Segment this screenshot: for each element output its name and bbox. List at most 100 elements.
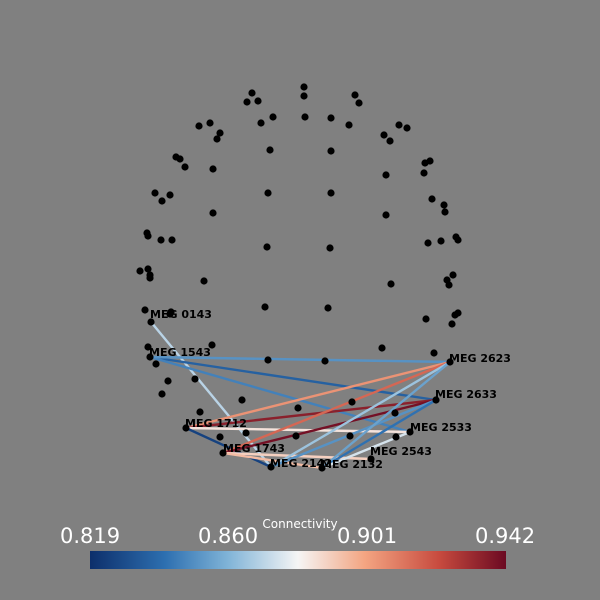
sensor-dot [430, 349, 438, 357]
colorbar-title: Connectivity [262, 517, 338, 531]
sensor-dot [208, 341, 216, 349]
sensor-dot [391, 409, 399, 417]
sensor-dot-labeled [446, 358, 454, 366]
connection-line [270, 398, 437, 469]
sensor-dot [395, 121, 403, 129]
sensor-dot [300, 83, 308, 91]
sensor-dot [181, 163, 189, 171]
sensor-dot [242, 429, 250, 437]
sensor-dot [164, 377, 172, 385]
sensor-dot [380, 131, 388, 139]
sensor-dot [355, 99, 363, 107]
label-meg-2543: MEG 2543 [370, 445, 432, 458]
sensor-dot [209, 165, 217, 173]
sensor-dot [424, 239, 432, 247]
sensor-dot [345, 121, 353, 129]
connection-line [185, 426, 272, 469]
sensor-dot [324, 304, 332, 312]
sensor-dot [445, 281, 453, 289]
sensor-dot-labeled [219, 449, 227, 457]
sensor-dot-labeled [432, 396, 440, 404]
sensor-dot [382, 211, 390, 219]
colorbar-tick-1: 0.819 [60, 524, 121, 548]
sensor-dot [326, 244, 334, 252]
connection-line [185, 398, 437, 430]
sensor-dot [216, 129, 224, 137]
connection-line [149, 355, 451, 364]
sensor-dot [422, 315, 430, 323]
colorbar-tick-4: 0.942 [475, 524, 536, 548]
sensor-dot-labeled [406, 428, 414, 436]
sensor-dot [254, 97, 262, 105]
sensor-dot [200, 277, 208, 285]
sensor-dot [158, 390, 166, 398]
sensor-dot [449, 271, 457, 279]
sensor-dot [248, 89, 256, 97]
colorbar-tick-3: 0.901 [337, 524, 398, 548]
sensor-dots [136, 83, 462, 472]
sensor-dot [382, 171, 390, 179]
label-meg-1543: MEG 1543 [149, 346, 211, 359]
sensor-dot [191, 375, 199, 383]
connection-line [222, 360, 451, 455]
colorbar-tick-2: 0.860 [198, 524, 259, 548]
sensor-dot [264, 189, 272, 197]
sensor-dot [196, 408, 204, 416]
sensor-dot [213, 135, 221, 143]
sensor-dot [263, 243, 271, 251]
sensor-dot [157, 236, 165, 244]
sensor-dot [269, 113, 277, 121]
sensor-dot [440, 201, 448, 209]
sensor-dot [152, 360, 160, 368]
sensor-dot [386, 137, 394, 145]
sensor-dot [301, 113, 309, 121]
sensor-dot [351, 91, 359, 99]
sensor-dot [454, 236, 462, 244]
sensor-dot-labeled [147, 318, 155, 326]
sensor-dot [261, 303, 269, 311]
connection-line [222, 398, 437, 455]
colorbar [90, 551, 506, 569]
sensor-dot [448, 320, 456, 328]
sensor-dot [195, 122, 203, 130]
sensor-dot [216, 433, 224, 441]
sensor-dot [136, 267, 144, 275]
label-meg-2132: MEG 2132 [321, 458, 383, 471]
sensor-dot [428, 195, 436, 203]
sensor-dot [168, 236, 176, 244]
sensor-dot [146, 274, 154, 282]
sensor-dot [321, 357, 329, 365]
label-meg-2533: MEG 2533 [410, 421, 472, 434]
sensor-dot [238, 396, 246, 404]
sensor-dot [144, 232, 152, 240]
sensor-dot [266, 146, 274, 154]
sensor-dot [292, 432, 300, 440]
sensor-dot [441, 208, 449, 216]
sensor-dot [421, 159, 429, 167]
sensor-dot [300, 92, 308, 100]
sensor-dot [206, 119, 214, 127]
sensor-dot [294, 404, 302, 412]
sensor-dot [420, 169, 428, 177]
sensor-dot [158, 197, 166, 205]
sensor-dot [378, 344, 386, 352]
sensor-dot [403, 124, 411, 132]
sensor-dot [346, 432, 354, 440]
sensor-dot [348, 398, 356, 406]
sensor-dot [327, 114, 335, 122]
connection-line [149, 355, 437, 402]
sensor-dot-labeled [267, 463, 275, 471]
connection-line [321, 398, 437, 470]
sensor-dot [327, 147, 335, 155]
sensor-dot [176, 155, 184, 163]
sensor-dot [167, 308, 175, 316]
sensor-dot [387, 280, 395, 288]
connection-line [222, 451, 323, 470]
connection-line [149, 355, 411, 434]
label-meg-2623: MEG 2623 [449, 352, 511, 365]
sensor-dot-labeled [182, 424, 190, 432]
sensor-dot-labeled [318, 464, 326, 472]
connection-line [185, 426, 411, 434]
sensor-dot [437, 237, 445, 245]
